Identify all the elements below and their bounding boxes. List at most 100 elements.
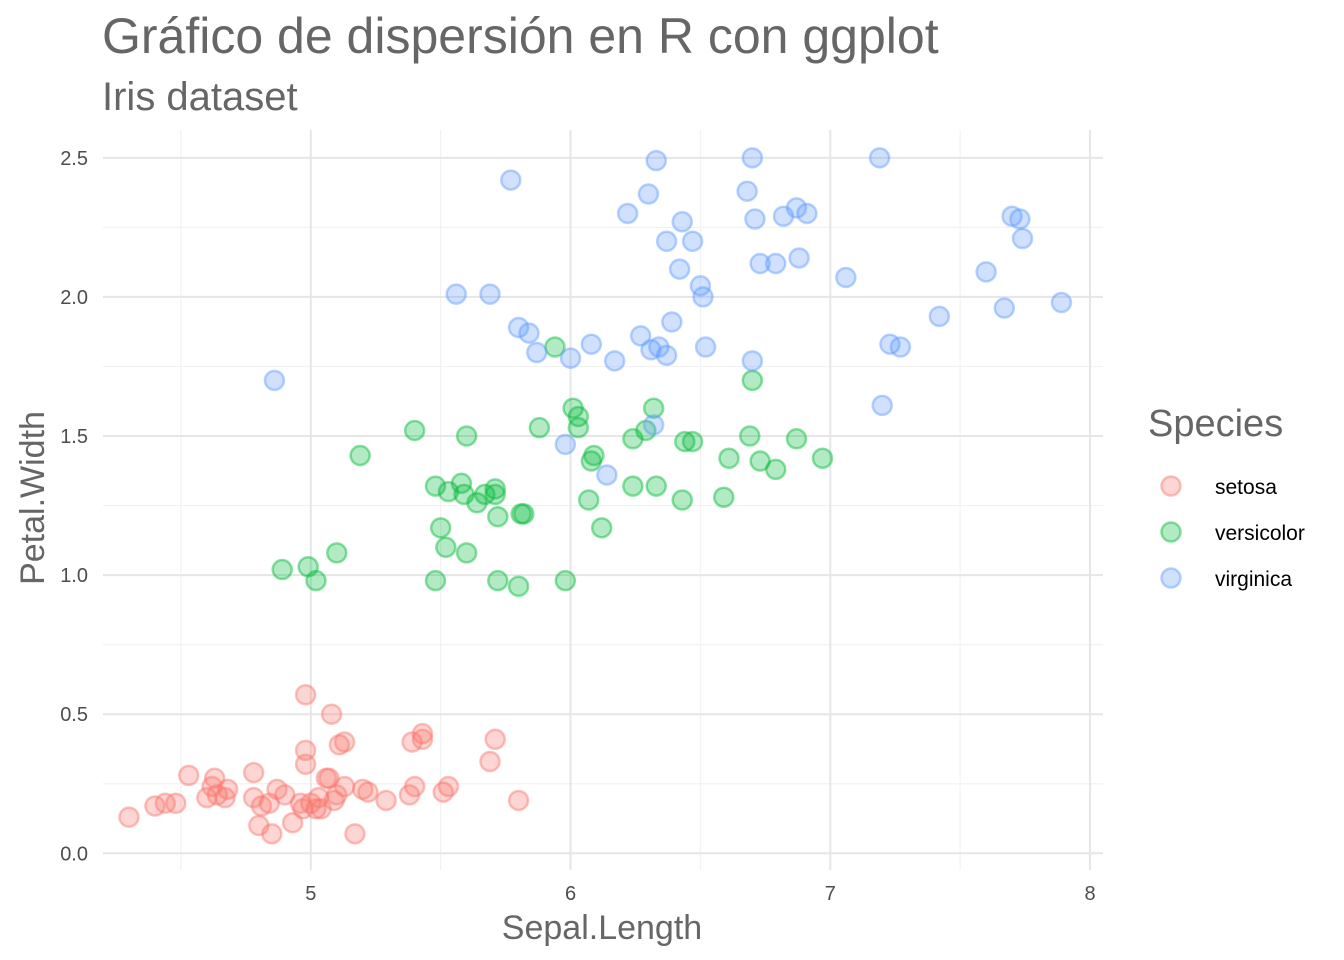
data-point-virginica	[689, 275, 712, 297]
data-point-setosa	[154, 792, 177, 814]
data-point-versicolor	[622, 475, 644, 497]
data-point-setosa	[258, 792, 280, 814]
data-point-setosa	[294, 683, 317, 706]
legend-key-virginica	[1160, 567, 1182, 589]
data-point-versicolor	[580, 450, 603, 472]
data-point-virginica	[479, 283, 501, 305]
legend-label-versicolor: versicolor	[1215, 522, 1305, 545]
data-point-versicolor	[554, 569, 577, 592]
data-point-setosa	[328, 734, 351, 756]
data-point-virginica	[692, 286, 714, 308]
data-point-versicolor	[424, 475, 447, 497]
data-point-virginica	[554, 433, 577, 456]
data-point-virginica	[655, 230, 678, 253]
data-point-setosa	[300, 792, 322, 814]
data-point-setosa	[196, 786, 218, 809]
data-point-virginica	[655, 344, 678, 367]
data-point-versicolor	[326, 542, 348, 564]
data-point-setosa	[357, 781, 379, 803]
data-point-virginica	[772, 205, 795, 227]
data-point-virginica	[975, 261, 997, 283]
data-point-versicolor	[297, 556, 319, 578]
data-point-setosa	[203, 767, 226, 789]
data-point-virginica	[681, 230, 704, 253]
data-point-versicolor	[484, 483, 506, 506]
data-point-versicolor	[749, 450, 771, 472]
data-point-versicolor	[681, 430, 704, 453]
data-point-setosa	[411, 728, 434, 750]
data-point-setosa	[177, 764, 200, 787]
data-point-virginica	[580, 333, 603, 355]
data-point-versicolor	[811, 447, 834, 470]
data-point-setosa	[250, 795, 273, 817]
data-point-virginica	[559, 347, 582, 369]
data-point-virginica	[1050, 291, 1073, 314]
data-point-versicolor	[528, 416, 551, 439]
data-point-virginica	[668, 258, 691, 280]
data-point-virginica	[788, 247, 810, 269]
data-point-virginica	[741, 147, 764, 169]
data-point-virginica	[741, 350, 764, 372]
data-point-virginica	[661, 311, 683, 333]
data-point-setosa	[242, 761, 265, 784]
data-point-virginica	[889, 336, 912, 358]
data-point-setosa	[214, 786, 236, 809]
data-point-virginica	[637, 183, 660, 205]
data-point-setosa	[333, 775, 356, 798]
data-point-setosa	[201, 775, 223, 798]
data-point-setosa	[507, 789, 530, 812]
data-point-versicolor	[429, 517, 452, 539]
data-point-virginica	[871, 394, 893, 417]
data-point-versicolor	[785, 428, 808, 450]
data-point-virginica	[645, 149, 667, 172]
data-point-versicolor	[583, 444, 605, 467]
data-point-virginica	[749, 252, 771, 275]
data-point-virginica	[1009, 208, 1031, 230]
data-point-setosa	[401, 731, 423, 753]
data-point-setosa	[216, 778, 239, 801]
data-point-setosa	[344, 823, 366, 845]
y-tick-label: 2.5	[60, 148, 88, 170]
x-axis-ticks: 5 6 7 8	[305, 883, 1095, 905]
data-point-setosa	[310, 798, 332, 820]
x-tick-label: 5	[305, 883, 316, 905]
x-tick-label: 8	[1084, 883, 1095, 905]
data-point-setosa	[266, 778, 288, 801]
y-tick-label: 0.0	[60, 843, 88, 865]
data-point-versicolor	[474, 483, 496, 506]
chart-subtitle: Iris dataset	[102, 75, 298, 119]
data-point-versicolor	[718, 447, 740, 470]
data-point-virginica	[445, 283, 467, 305]
data-point-setosa	[242, 786, 265, 809]
data-point-versicolor	[674, 430, 696, 453]
data-point-setosa	[307, 786, 330, 809]
data-point-setosa	[164, 792, 187, 814]
data-point-setosa	[248, 814, 270, 837]
data-point-setosa	[484, 728, 506, 750]
data-point-setosa	[294, 739, 317, 762]
data-point-versicolor	[453, 483, 475, 506]
data-point-virginica	[526, 341, 548, 364]
data-point-setosa	[305, 798, 327, 820]
data-point-versicolor	[739, 425, 761, 447]
data-point-virginica	[648, 336, 670, 358]
data-point-virginica	[764, 252, 787, 275]
data-point-versicolor	[487, 569, 509, 592]
data-point-versicolor	[305, 569, 327, 592]
data-points	[118, 147, 1073, 845]
data-point-setosa	[411, 722, 434, 745]
data-point-versicolor	[544, 336, 566, 358]
data-point-versicolor	[424, 569, 447, 592]
data-point-virginica	[1001, 205, 1023, 227]
data-point-setosa	[318, 767, 340, 789]
data-point-versicolor	[507, 575, 530, 597]
data-point-versicolor	[510, 503, 532, 525]
y-tick-label: 1.5	[60, 426, 88, 448]
data-point-virginica	[868, 147, 891, 169]
data-point-setosa	[403, 775, 426, 798]
data-point-virginica	[616, 202, 639, 225]
data-point-versicolor	[645, 475, 667, 497]
data-point-versicolor	[635, 419, 657, 442]
data-point-virginica	[518, 322, 540, 344]
